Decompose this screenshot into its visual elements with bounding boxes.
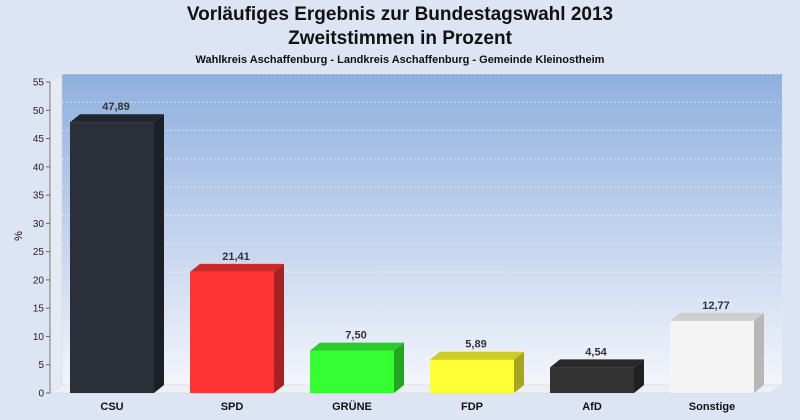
y-tick-label: 30 [33,219,45,230]
bar-top [70,114,164,123]
y-tick-label: 35 [33,191,45,202]
bar-side [154,114,164,393]
bar-csu [70,122,154,393]
bar-sonstige [670,320,754,393]
value-label: 4,54 [585,346,607,358]
y-tick-label: 45 [33,134,45,145]
y-tick-label: 5 [38,360,44,371]
value-label: 12,77 [702,300,730,312]
y-tick-label: 40 [33,162,45,173]
y-tick-label: 10 [33,332,45,343]
category-label: CSU [100,401,123,413]
bar-top [430,351,524,360]
category-label: Sonstige [689,401,735,413]
left-wall [49,73,63,394]
y-tick-label: 50 [33,106,45,117]
bar-grüne [310,350,394,393]
chart-subtitle: Zweitstimmen in Prozent [288,28,512,49]
chart-title: Vorläufiges Ergebnis zur Bundestagswahl … [186,4,614,25]
y-tick-label: 55 [33,78,45,89]
chart-caption: Wahlkreis Aschaffenburg - Landkreis Asch… [195,54,605,66]
bar-spd [190,271,274,393]
bar-afd [550,367,634,393]
bar-top [670,312,764,321]
y-tick-label: 15 [33,304,45,315]
bar-side [394,342,404,393]
bar-top [190,263,284,272]
value-label: 47,89 [102,101,130,113]
bar-fdp [430,359,514,393]
category-label: GRÜNE [332,400,372,413]
bar-side [274,263,284,393]
value-label: 7,50 [345,330,366,342]
bar-side [634,359,644,393]
bar-side [754,312,764,393]
y-axis-label: % [13,231,25,241]
category-label: AfD [582,401,602,413]
bar-top [550,359,644,368]
bar-side [514,351,524,393]
value-label: 5,89 [465,339,486,351]
plot-background [62,74,782,385]
category-label: FDP [461,401,483,413]
category-label: SPD [221,401,244,413]
value-label: 21,41 [222,251,250,263]
y-tick-label: 0 [38,389,44,400]
y-tick-label: 25 [33,247,45,258]
bar-top [310,342,404,351]
y-tick-label: 20 [33,275,45,286]
